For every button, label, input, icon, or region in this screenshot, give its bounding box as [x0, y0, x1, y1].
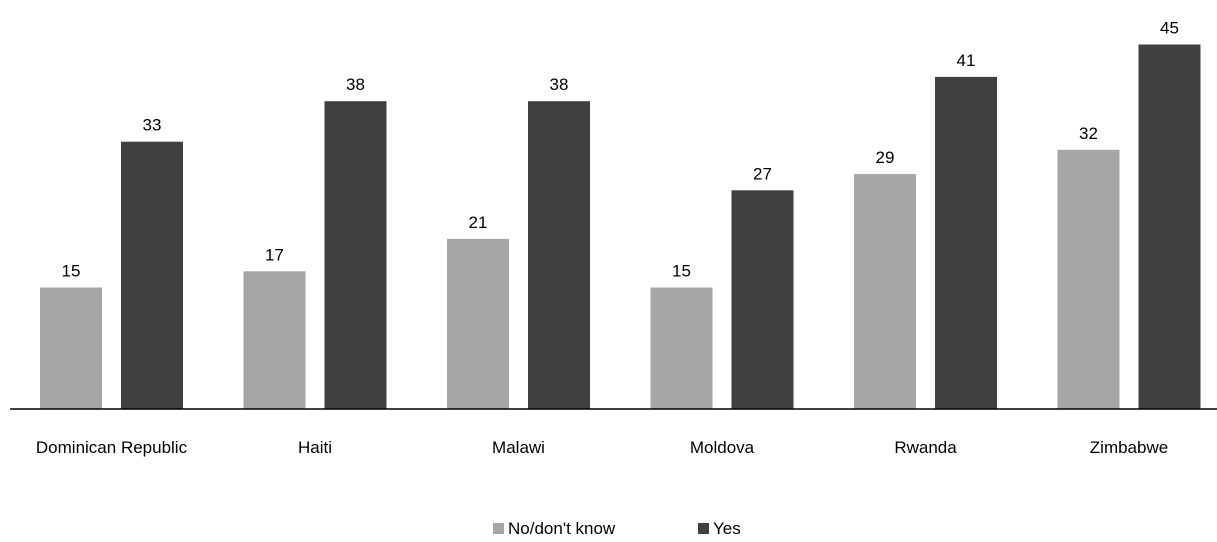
- bar-rwanda-yes: [935, 76, 997, 410]
- value-label-zimbabwe-no-don-t-know: 32: [1079, 124, 1098, 143]
- value-label-haiti-no-don-t-know: 17: [265, 245, 284, 264]
- bar-moldova-no-don-t-know: [650, 287, 713, 409]
- category-label-rwanda: Rwanda: [894, 438, 957, 457]
- category-labels-layer: Dominican Republic Haiti Malawi Moldova Rwan…: [36, 438, 1168, 457]
- bar-zimbabwe-no-don-t-know: [1057, 149, 1120, 410]
- legend-swatch-no-don-t-know: [493, 523, 504, 534]
- bar-dominican-republic-no-don-t-know: [40, 287, 102, 409]
- bars-layer: [40, 44, 1201, 410]
- legend-swatch-yes: [698, 523, 709, 534]
- bar-malawi-yes: [528, 101, 590, 409]
- category-label-malawi: Malawi: [492, 438, 545, 457]
- value-label-moldova-yes: 27: [753, 164, 772, 183]
- value-label-dominican-republic-no-don-t-know: 15: [62, 262, 81, 281]
- bar-moldova-yes: [731, 190, 794, 409]
- bar-rwanda-no-don-t-know: [854, 174, 916, 409]
- bar-dominican-republic-yes: [121, 141, 183, 409]
- category-label-haiti: Haiti: [298, 438, 332, 457]
- value-label-moldova-no-don-t-know: 15: [672, 262, 691, 281]
- legend: No/don't know Yes: [493, 519, 741, 538]
- legend-label-yes: Yes: [713, 519, 741, 538]
- bar-zimbabwe-yes: [1138, 44, 1201, 409]
- value-label-malawi-no-don-t-know: 21: [469, 213, 488, 232]
- value-label-dominican-republic-yes: 33: [143, 116, 162, 135]
- legend-label-no-don-t-know: No/don't know: [508, 519, 616, 538]
- bar-haiti-no-don-t-know: [243, 271, 306, 409]
- value-label-zimbabwe-yes: 45: [1160, 19, 1179, 38]
- bar-malawi-no-don-t-know: [447, 238, 509, 409]
- value-labels-layer: 15 33 17 38 21 38 15 27 29 41 32 45: [62, 19, 1179, 281]
- category-label-dominican-republic: Dominican Republic: [36, 438, 188, 457]
- value-label-malawi-yes: 38: [550, 75, 569, 94]
- category-label-moldova: Moldova: [690, 438, 755, 457]
- value-label-rwanda-no-don-t-know: 29: [876, 148, 895, 167]
- value-label-rwanda-yes: 41: [957, 51, 976, 70]
- value-label-haiti-yes: 38: [346, 75, 365, 94]
- category-label-zimbabwe: Zimbabwe: [1090, 438, 1168, 457]
- bar-haiti-yes: [324, 101, 387, 409]
